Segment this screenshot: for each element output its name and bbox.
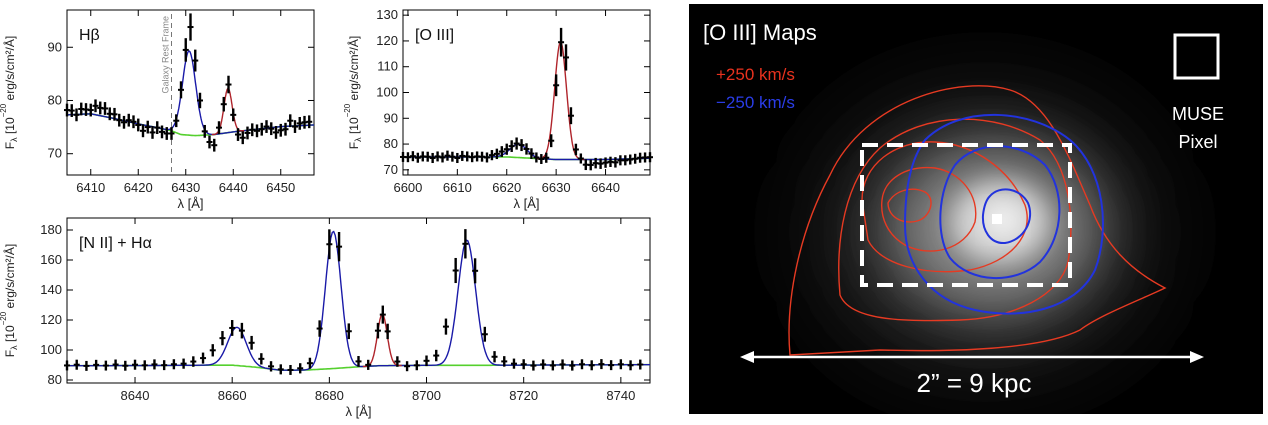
oiii-ylabel: Fλ [10−20 erg/s/cm²/Å]: [343, 36, 363, 149]
nii_halpha-ytick-label: 180: [40, 222, 62, 237]
oiii-xlabel: λ [Å]: [513, 196, 539, 211]
nii_halpha-ytick-label: 140: [40, 282, 62, 297]
blue-contour-2: [939, 145, 1061, 280]
legend-redshift: +250 km/s: [716, 65, 795, 84]
muse-label-line1: MUSE: [1172, 104, 1224, 124]
hbeta-ytick-label: 80: [48, 92, 62, 107]
galaxy-image: [835, 114, 1135, 350]
nii_halpha-xtick-label: 8660: [218, 388, 247, 403]
oiii-title: [O III]: [415, 27, 454, 44]
oiii-ytick-label: 70: [384, 162, 398, 177]
oiii-ytick-label: 130: [376, 7, 398, 22]
blue-contours: [903, 113, 1104, 315]
red-contour-2: [838, 118, 1072, 322]
hbeta-ylabel: Fλ [10−20 erg/s/cm²/Å]: [0, 36, 19, 149]
nii_halpha-ylabel-part: [10: [3, 325, 17, 345]
red-contour-5: [887, 188, 932, 223]
oiii-ylabel-part: erg/s/cm²/Å]: [346, 36, 361, 104]
red-contour-3: [861, 141, 1028, 273]
hbeta-title: Hβ: [79, 27, 100, 44]
nii_halpha-xtick-label: 8720: [509, 388, 538, 403]
nii_halpha-ytick-label: 160: [40, 252, 62, 267]
muse-aperture-box: [860, 143, 1072, 287]
nii_halpha-ylabel-part: −20: [0, 311, 8, 325]
nii-halpha-panel: 8640 8660 8680 8700 8720 8740 80 100 120 140 160 18…: [0, 217, 651, 419]
nii_halpha-xtick-label: 8740: [606, 388, 635, 403]
hbeta-blue-fit-line: [66, 50, 314, 136]
nii_halpha-xlabel: λ [Å]: [345, 404, 371, 419]
nii_halpha-ylabel-part: λ: [9, 345, 19, 350]
nii_halpha-ytick-label: 120: [40, 312, 62, 327]
scale-label: 2” = 9 kpc: [917, 368, 1032, 398]
nii_halpha-ytick-label: 80: [48, 372, 62, 387]
nii_halpha-xtick-label: 8640: [121, 388, 150, 403]
hbeta-xtick-label: 6450: [266, 180, 295, 195]
hbeta-xtick-label: 6430: [171, 180, 200, 195]
nii_halpha-title: [N II] + Hα: [79, 235, 152, 252]
hbeta-ylabel-part: [10: [3, 117, 17, 137]
blue-contour-3: [981, 188, 1032, 245]
nii_halpha-xtick-label: 8680: [315, 388, 344, 403]
hbeta-xlabel: λ [Å]: [177, 196, 203, 211]
hbeta-ylabel-part: −20: [0, 103, 8, 117]
oiii-ylabel-part: F: [347, 142, 361, 149]
oiii-xtick-label: 6620: [492, 180, 521, 195]
oiii-red-fit-line: [536, 41, 585, 161]
red-contours: [788, 85, 1167, 356]
hbeta-xtick-label: 6420: [124, 180, 153, 195]
nii_halpha-plot-frame: [66, 217, 651, 384]
oiii-xtick-label: 6600: [393, 180, 422, 195]
hbeta-ylabel-part: F: [3, 142, 17, 149]
hbeta-panel: 6410 6420 6430 6440 6450 70 80 90 λ [Å] Fλ [10−20…: [0, 9, 315, 211]
nii_halpha-xtick-label: 8700: [412, 388, 441, 403]
oiii-map-panel: MUSE Pixel [O III] Maps +250 km/s −250 k…: [689, 4, 1263, 414]
oiii-ytick-label: 90: [384, 110, 398, 125]
map-title: [O III] Maps: [703, 20, 817, 45]
nii_halpha-ylabel: Fλ [10−20 erg/s/cm²/Å]: [0, 244, 19, 357]
muse-label-line2: Pixel: [1178, 132, 1217, 152]
muse-pixel-icon: [1173, 33, 1220, 80]
oiii-xtick-label: 6630: [542, 180, 571, 195]
oiii-ytick-label: 80: [384, 136, 398, 151]
hbeta-xtick-label: 6440: [219, 180, 248, 195]
hbeta-ytick-label: 70: [48, 146, 62, 161]
red-contour-1: [788, 85, 1167, 356]
hbeta-xtick-label: 6410: [76, 180, 105, 195]
oiii-ytick-label: 110: [377, 59, 398, 74]
nii_halpha-blue-fit-line: [66, 230, 650, 371]
oiii-panel: 6600 6610 6620 6630 6640 70 80 90 100 110 120 130 λ …: [343, 7, 653, 211]
oiii-ytick-label: 120: [376, 33, 398, 48]
oiii-ylabel-part: λ: [353, 137, 363, 142]
nii_halpha-ylabel-part: erg/s/cm²/Å]: [2, 244, 17, 312]
red-contour-4: [881, 166, 977, 252]
oiii-ylabel-part: −20: [343, 103, 352, 117]
oiii-xtick-label: 6640: [591, 180, 620, 195]
oiii-xtick-label: 6610: [443, 180, 472, 195]
hbeta-plot-frame: [66, 9, 315, 176]
hbeta-rest-frame-label: Galaxy Rest Frame: [161, 16, 171, 94]
hbeta-ytick-label: 90: [48, 39, 62, 54]
nii_halpha-ytick-label: 100: [40, 342, 62, 357]
hbeta-ylabel-part: λ: [9, 137, 19, 142]
oiii-ylabel-part: [10: [347, 117, 361, 137]
legend-blueshift: −250 km/s: [716, 93, 795, 112]
hbeta-ylabel-part: erg/s/cm²/Å]: [2, 36, 17, 104]
scale-bar: [740, 351, 1204, 363]
oiii-ytick-label: 100: [376, 85, 398, 100]
nii_halpha-ylabel-part: F: [3, 350, 17, 357]
blue-contour-1: [903, 113, 1104, 315]
